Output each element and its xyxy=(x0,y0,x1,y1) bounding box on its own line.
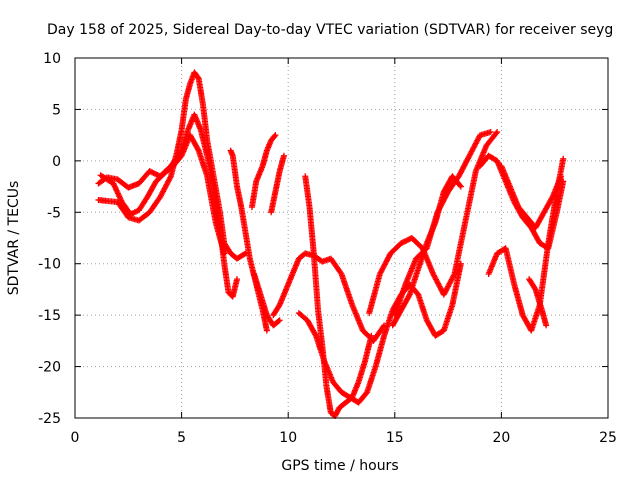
plot-frame xyxy=(74,57,609,419)
plus-marker xyxy=(531,285,538,292)
grid xyxy=(75,58,608,418)
y-tick-label: 10 xyxy=(43,51,61,67)
plus-marker xyxy=(558,173,565,180)
y-tick-label: -10 xyxy=(38,257,61,273)
data-marks xyxy=(95,69,567,419)
plus-marker xyxy=(494,129,501,136)
plus-marker xyxy=(543,322,550,329)
y-tick-label: -15 xyxy=(38,308,61,324)
axis-ticks xyxy=(74,57,609,419)
x-tick-label: 5 xyxy=(177,430,186,446)
series-track-i xyxy=(302,173,375,419)
series-track-c xyxy=(97,132,228,257)
plus-marker xyxy=(275,318,282,325)
plus-marker xyxy=(560,155,567,162)
y-tick-label: -5 xyxy=(47,205,61,221)
x-axis-label: GPS time / hours xyxy=(281,458,398,474)
plus-marker xyxy=(271,133,278,140)
plus-marker xyxy=(276,317,283,324)
x-tick-label: 20 xyxy=(492,430,510,446)
x-tick-labels: 0 5 10 15 20 25 xyxy=(71,430,617,446)
plus-marker xyxy=(221,250,228,257)
plus-marker xyxy=(280,152,287,159)
plus-marker xyxy=(194,74,201,81)
series-track-q xyxy=(526,276,550,329)
series-track-f xyxy=(251,271,283,329)
y-tick-label: 0 xyxy=(52,154,61,170)
plus-marker xyxy=(406,292,413,299)
plus-marker xyxy=(456,182,463,189)
series-track-m xyxy=(389,173,464,329)
x-tick-label: 10 xyxy=(279,430,297,446)
y-tick-labels: 10 5 0 -5 -10 -15 -20 -25 xyxy=(38,51,61,427)
series-track-k xyxy=(366,129,501,317)
y-tick-label: 5 xyxy=(52,102,61,118)
plus-marker xyxy=(272,132,279,139)
series-track-e xyxy=(248,132,279,211)
series-track-g xyxy=(268,152,287,216)
plus-marker xyxy=(560,178,567,185)
plus-marker xyxy=(487,129,494,136)
chart-title: Day 158 of 2025, Sidereal Day-to-day VTE… xyxy=(47,22,613,38)
series-track-j xyxy=(295,260,464,406)
plus-marker xyxy=(457,183,464,190)
plus-marker xyxy=(493,130,500,137)
y-tick-label: -25 xyxy=(38,411,61,427)
plus-marker xyxy=(548,195,555,202)
plus-marker xyxy=(312,331,319,338)
y-tick-label: -20 xyxy=(38,360,61,376)
plus-marker xyxy=(263,327,270,334)
y-axis-label: SDTVAR / TECUs xyxy=(6,181,22,296)
x-tick-label: 25 xyxy=(599,430,617,446)
plus-marker xyxy=(234,276,241,283)
plus-marker xyxy=(368,332,375,339)
x-tick-label: 15 xyxy=(386,430,404,446)
x-tick-label: 0 xyxy=(71,430,80,446)
plus-marker xyxy=(194,146,201,153)
series-track-p xyxy=(498,163,565,231)
